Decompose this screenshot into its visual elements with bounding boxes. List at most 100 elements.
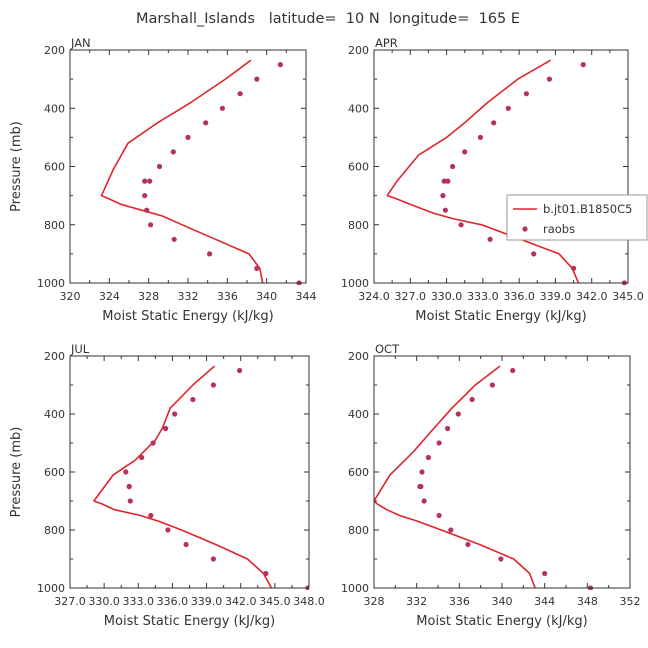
y-tick-label: 600	[348, 466, 369, 479]
raobs-point	[127, 498, 133, 504]
x-tick-label: 332	[178, 290, 199, 303]
raobs-point	[183, 541, 189, 548]
panel-jan: 320 324 328 332 336 340 344 200 400 600 800 1000 JAN…	[9, 36, 317, 324]
raobs-point	[210, 382, 216, 388]
raobs-point	[436, 512, 442, 519]
x-tick-label: 328	[364, 595, 385, 608]
raobs-point	[546, 76, 553, 82]
raobs-point	[580, 62, 586, 68]
figure-title: Marshall_Islands latitude= 10 N longitud…	[136, 11, 520, 27]
x-tick-label: 327.0	[395, 290, 427, 303]
raobs-point	[425, 454, 431, 461]
raobs-point	[263, 570, 269, 577]
y-tick-label: 800	[44, 219, 65, 232]
raobs-point	[126, 483, 132, 490]
raobs-point	[147, 178, 153, 184]
plot-area	[93, 365, 309, 590]
raobs-point	[455, 411, 461, 417]
x-tick-label: 339.0	[540, 290, 572, 303]
raobs-point	[171, 236, 177, 242]
x-tick-label: 348	[577, 595, 598, 608]
raobs-point	[465, 541, 471, 548]
x-tick-label: 330.0	[431, 290, 463, 303]
y-tick-label: 200	[348, 44, 369, 57]
raobs-point	[150, 440, 156, 446]
raobs-point	[571, 265, 577, 271]
raobs-point	[477, 134, 483, 140]
raobs-point	[450, 163, 456, 170]
panel-oct: 328 332 336 340 344 348 352 200 400 600 800 1000 OCT…	[341, 342, 641, 629]
x-tick-label: 320	[60, 290, 81, 303]
raobs-point	[417, 483, 423, 490]
x-tick-label: 340	[256, 290, 277, 303]
y-tick-label: 400	[348, 102, 369, 115]
raobs-point	[469, 396, 475, 403]
legend-entry-model: b.jt01.B1850C5	[543, 202, 632, 216]
raobs-point	[148, 512, 154, 519]
y-tick-label: 400	[44, 408, 65, 421]
raobs-point	[142, 193, 148, 199]
raobs-point	[458, 222, 464, 228]
x-tick-label: 336.0	[503, 290, 535, 303]
x-tick-label: 333.0	[467, 290, 499, 303]
x-tick-label: 336	[217, 290, 238, 303]
y-axis-label: Pressure (mb)	[9, 121, 24, 212]
y-tick-label: 600	[44, 466, 65, 479]
y-tick-label: 1000	[37, 582, 65, 595]
y-tick-label: 800	[348, 219, 369, 232]
raobs-point	[419, 469, 425, 475]
legend: b.jt01.B1850C5 raobs	[506, 194, 648, 241]
raobs-point	[163, 425, 169, 432]
raobs-point	[489, 382, 495, 388]
panels-group: 320 324 328 332 336 340 344 200 400 600 800 1000 JAN…	[9, 36, 648, 629]
raobs-point	[445, 178, 451, 184]
y-tick-label: 1000	[341, 582, 369, 595]
y-tick-label: 200	[44, 350, 65, 363]
y-tick-label: 200	[348, 350, 369, 363]
y-tick-label: 200	[44, 44, 65, 57]
raobs-point	[207, 251, 213, 257]
model-profile-line	[412, 365, 501, 453]
raobs-point	[165, 527, 171, 533]
model-profile-line	[93, 459, 273, 589]
raobs-point	[139, 454, 145, 461]
raobs-point	[491, 120, 497, 126]
plot-area	[386, 59, 627, 285]
raobs-point	[172, 411, 178, 417]
model-profile-line	[374, 451, 536, 589]
x-axis-label: Moist Static Energy (kJ/kg)	[104, 614, 275, 629]
raobs-point	[441, 178, 447, 184]
model-profile-line	[100, 142, 264, 284]
raobs-point	[523, 91, 530, 97]
raobs-point	[462, 149, 468, 155]
legend-box	[506, 194, 648, 241]
y-tick-label: 1000	[37, 277, 65, 290]
raobs-point	[254, 76, 260, 82]
y-tick-label: 600	[44, 161, 65, 174]
y-tick-label: 400	[44, 102, 65, 115]
y-tick-label: 600	[348, 161, 369, 174]
raobs-point	[436, 440, 442, 446]
x-tick-label: 345.0	[612, 290, 644, 303]
x-tick-label: 330.0	[88, 595, 120, 608]
x-tick-label: 344	[534, 595, 555, 608]
raobs-point	[210, 556, 216, 562]
model-profile-line	[127, 59, 252, 144]
y-tick-label: 800	[44, 524, 65, 537]
y-tick-label: 400	[348, 408, 369, 421]
x-tick-label: 348.0	[293, 595, 325, 608]
raobs-point	[510, 367, 516, 374]
panel-apr: 324.0 327.0 330.0 333.0 336.0 339.0 342.0 345.0…	[341, 36, 648, 324]
y-tick-label: 800	[348, 524, 369, 537]
raobs-point	[237, 367, 243, 374]
legend-marker-swatch	[522, 226, 528, 232]
x-tick-label: 339.0	[191, 595, 223, 608]
raobs-point	[148, 222, 154, 228]
x-tick-label: 342.0	[576, 290, 608, 303]
x-tick-label: 328	[138, 290, 159, 303]
panel-label: JAN	[70, 36, 91, 50]
raobs-point	[498, 556, 504, 562]
raobs-point	[487, 236, 493, 242]
